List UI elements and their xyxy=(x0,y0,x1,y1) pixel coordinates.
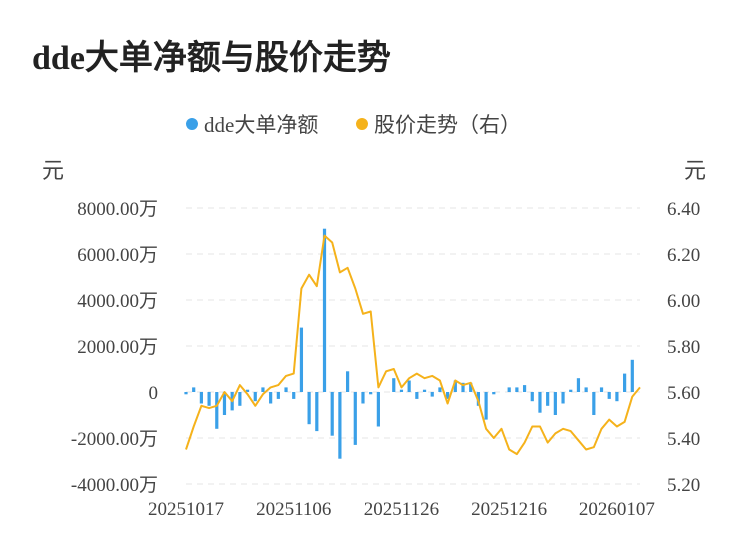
dde-bar xyxy=(407,380,411,392)
dde-bar xyxy=(630,359,634,392)
dde-bar xyxy=(599,387,604,392)
dde-bar xyxy=(238,392,242,406)
price-line xyxy=(185,234,641,456)
dde-bar xyxy=(507,387,511,392)
x-tick-label: 20251216 xyxy=(471,499,547,520)
dde-bar xyxy=(623,373,627,392)
left-axis-ticks: 8000.00万 6000.00万 4000.00万 2000.00万 0 -2000.0… xyxy=(71,199,158,496)
price-line-series xyxy=(185,234,641,456)
right-tick-label: 6.00 xyxy=(667,291,700,312)
dde-bar xyxy=(430,392,434,397)
dde-bar xyxy=(322,228,327,392)
dde-bar xyxy=(392,378,396,392)
dde-bar xyxy=(353,392,357,445)
x-axis-ticks: 20251017 20251106 20251126 20251216 20260107 xyxy=(148,499,655,520)
dde-bar xyxy=(530,392,534,402)
chart-legend: dde大单净额 股价走势（右） xyxy=(186,113,521,137)
dde-bar xyxy=(376,392,380,427)
dde-bar xyxy=(345,371,350,392)
dde-bar xyxy=(215,392,219,429)
dde-bar xyxy=(192,387,196,392)
dde-bar xyxy=(338,392,342,459)
x-tick-label: 20251106 xyxy=(256,499,331,520)
dde-bar xyxy=(538,392,542,413)
dde-bar xyxy=(299,327,304,392)
dde-bar xyxy=(522,385,527,392)
x-tick-label: 20260107 xyxy=(579,499,655,520)
dde-bar-series xyxy=(184,228,634,459)
dde-bar xyxy=(584,387,588,392)
x-tick-label: 20251017 xyxy=(148,499,224,520)
dde-bar xyxy=(184,392,188,395)
right-tick-label: 5.20 xyxy=(667,475,700,496)
dde-bar xyxy=(207,392,211,406)
right-tick-label: 5.40 xyxy=(667,429,700,450)
page-title: dde大单净额与股价走势 xyxy=(32,40,391,77)
left-tick-label: 8000.00万 xyxy=(77,199,158,220)
dde-bar xyxy=(415,392,419,399)
legend-marker-price xyxy=(356,118,368,130)
right-tick-label: 6.40 xyxy=(667,199,700,220)
left-axis-unit: 元 xyxy=(42,158,64,183)
right-axis-unit: 元 xyxy=(684,158,706,183)
left-tick-label: 6000.00万 xyxy=(77,245,158,266)
dde-bar xyxy=(553,392,557,415)
dde-bar xyxy=(492,392,496,395)
dde-bar xyxy=(469,382,473,392)
left-tick-label: 0 xyxy=(149,383,159,404)
left-tick-label: -2000.00万 xyxy=(71,429,158,450)
right-tick-label: 5.60 xyxy=(667,383,700,404)
left-tick-label: 2000.00万 xyxy=(77,337,158,358)
dde-bar xyxy=(399,389,404,392)
dde-bar xyxy=(569,389,573,392)
dde-bar xyxy=(607,392,611,399)
dde-bar xyxy=(269,392,273,404)
dde-bar xyxy=(615,392,619,402)
legend-label-dde: dde大单净额 xyxy=(204,113,318,137)
grid-lines xyxy=(186,207,640,485)
legend-marker-dde xyxy=(186,118,198,130)
dde-bar xyxy=(199,392,203,404)
right-tick-label: 5.80 xyxy=(667,337,700,358)
dde-bar xyxy=(561,392,565,404)
legend-label-price: 股价走势（右） xyxy=(374,113,521,137)
dde-bar xyxy=(453,380,457,392)
left-tick-label: 4000.00万 xyxy=(77,291,158,312)
dde-bar xyxy=(284,387,288,392)
dde-bar xyxy=(245,389,250,392)
dde-bar xyxy=(576,378,581,392)
dde-bar xyxy=(369,392,373,395)
dde-bar xyxy=(261,387,265,392)
dde-bar xyxy=(253,392,257,402)
dde-bar xyxy=(592,392,596,415)
dde-bar xyxy=(546,392,550,406)
dde-bar xyxy=(484,392,488,420)
dde-bar xyxy=(276,392,280,399)
right-axis-ticks: 6.40 6.20 6.00 5.80 5.60 5.40 5.20 xyxy=(667,199,700,496)
dde-bar xyxy=(222,392,227,415)
dde-bar xyxy=(292,392,296,399)
dde-bar xyxy=(361,392,365,404)
dde-bar xyxy=(461,382,465,392)
dde-bar xyxy=(438,387,442,392)
dde-bar xyxy=(330,392,334,436)
dde-bar xyxy=(446,392,450,399)
dde-bar xyxy=(315,392,319,432)
dde-bar xyxy=(307,392,311,425)
right-tick-label: 6.20 xyxy=(667,245,700,266)
x-tick-label: 20251126 xyxy=(364,499,439,520)
left-tick-label: -4000.00万 xyxy=(71,475,158,496)
dde-bar xyxy=(515,387,519,392)
dde-bar xyxy=(422,389,427,392)
